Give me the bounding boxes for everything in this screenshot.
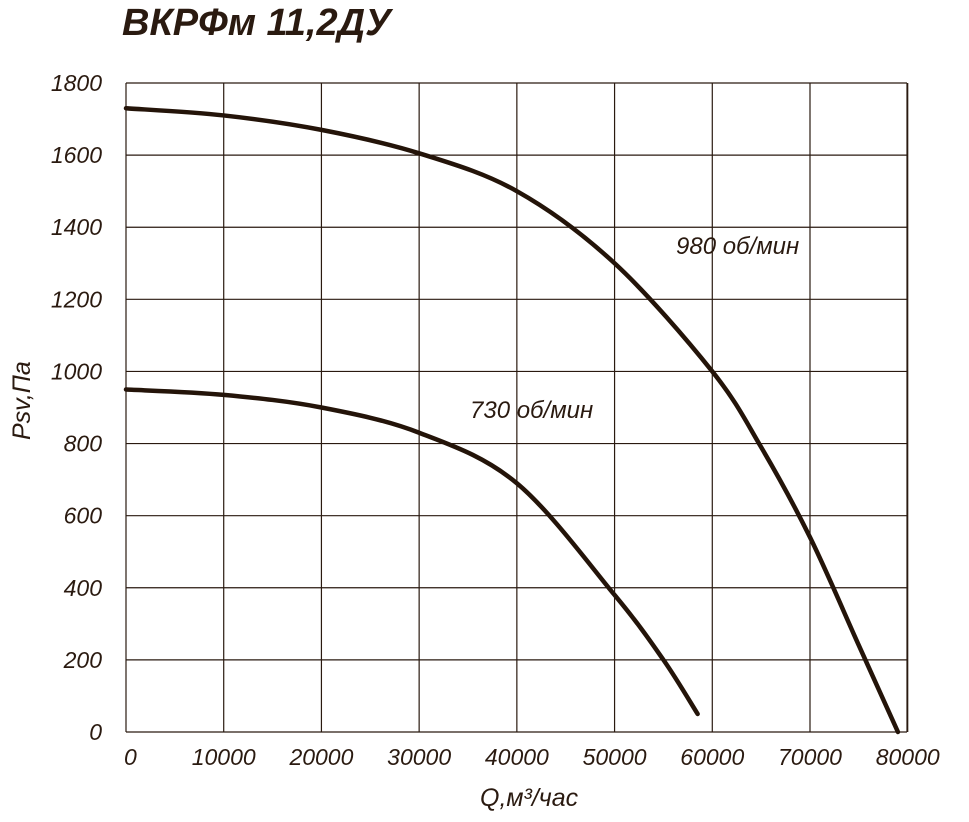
y-tick-label: 1800 xyxy=(51,70,102,96)
tick-labels: 0 10000 20000 30000 40000 50000 60000 70000 8000… xyxy=(51,70,940,770)
y-axis-label: Psv,Па xyxy=(8,361,36,440)
x-tick-label: 50000 xyxy=(583,744,647,770)
series: 980 об/мин 730 об/мин xyxy=(123,105,901,735)
y-tick-label: 1400 xyxy=(51,214,102,240)
y-tick-label: 0 xyxy=(89,719,102,745)
x-tick-label: 10000 xyxy=(192,744,256,770)
series-label-1: 980 об/мин xyxy=(676,233,799,260)
y-tick-label: 400 xyxy=(64,575,103,601)
x-tick-label: 30000 xyxy=(387,744,451,770)
x-tick-label: 40000 xyxy=(485,744,549,770)
y-tick-label: 200 xyxy=(63,647,103,673)
x-axis-label: Q,м³/час xyxy=(480,784,579,812)
x-tick-label: 70000 xyxy=(778,744,842,770)
x-tick-label: 60000 xyxy=(680,744,744,770)
x-tick-label: 0 xyxy=(124,744,137,770)
chart-title: ВКРФм 11,2ДУ xyxy=(122,2,391,44)
y-tick-label: 1200 xyxy=(51,286,102,312)
series-line-1 xyxy=(123,105,901,735)
y-tick-label: 1000 xyxy=(51,358,102,384)
x-tick-label: 80000 xyxy=(876,744,940,770)
series-line-2 xyxy=(123,387,700,717)
series-label-2: 730 об/мин xyxy=(470,397,593,424)
grid xyxy=(125,82,909,733)
y-tick-label: 800 xyxy=(64,431,103,457)
y-tick-label: 600 xyxy=(64,503,103,529)
x-tick-label: 20000 xyxy=(288,744,353,770)
y-tick-label: 1600 xyxy=(51,142,102,168)
